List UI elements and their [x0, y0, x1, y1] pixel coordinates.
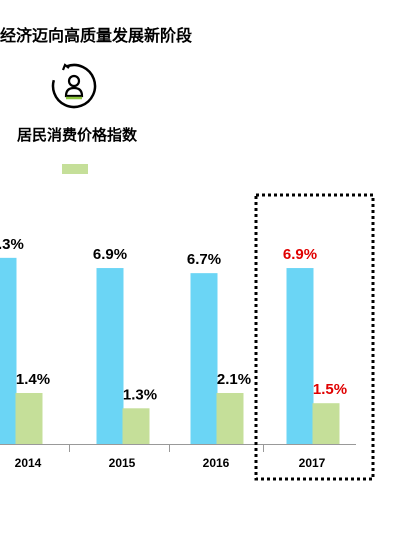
bars-group: [0, 257, 340, 444]
bar-blue-2014: [0, 257, 17, 444]
bar-green-2015: [122, 408, 150, 444]
legend-swatch: [62, 164, 88, 174]
value-label-green-2015: 1.3%: [123, 386, 157, 403]
value-label-blue-2014: .3%: [0, 236, 24, 253]
person-cycle-icon: [51, 63, 97, 109]
bar-blue-2017: [286, 268, 314, 444]
x-tick-label-2017: 2017: [299, 456, 326, 470]
bar-green-2014: [15, 393, 43, 444]
value-label-blue-2015: 6.9%: [93, 246, 127, 263]
bar-green-2017: [312, 403, 340, 444]
x-ticks-group: 2014 2015 2016 2017: [15, 444, 326, 470]
value-label-green-2014: 1.4%: [16, 371, 50, 388]
value-label-green-2017: 1.5%: [313, 381, 347, 398]
legend-label: 居民消费价格指数: [17, 126, 138, 144]
x-tick-label-2016: 2016: [203, 456, 230, 470]
bar-green-2016: [216, 393, 244, 444]
highlight-2017-box: [254, 193, 375, 481]
page-title: 经济迈向高质量发展新阶段: [0, 26, 193, 45]
value-label-green-2016: 2.1%: [217, 371, 251, 388]
x-tick-label-2014: 2014: [15, 456, 42, 470]
value-labels-group: .3% 6.9% 6.7% 6.9% 1.4% 1.3% 2.1% 1.5%: [0, 236, 347, 403]
bar-blue-2015: [96, 268, 124, 444]
bar-blue-2016: [190, 273, 218, 444]
value-label-blue-2017: 6.9%: [283, 246, 317, 263]
value-label-blue-2016: 6.7%: [187, 251, 221, 268]
x-tick-label-2015: 2015: [109, 456, 136, 470]
